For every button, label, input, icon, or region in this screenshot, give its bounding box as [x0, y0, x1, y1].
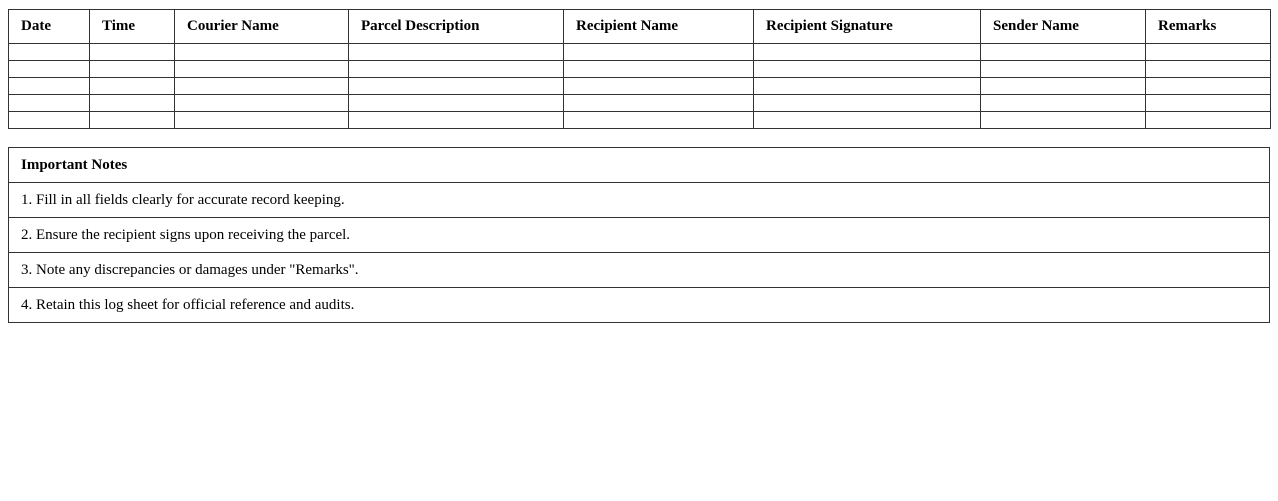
- header-row: Date Time Courier Name Parcel Description Re…: [8, 9, 1271, 44]
- empty-cell[interactable]: [348, 43, 564, 61]
- empty-cell[interactable]: [980, 60, 1146, 78]
- empty-cell[interactable]: [753, 60, 981, 78]
- empty-cell[interactable]: [1145, 60, 1271, 78]
- empty-cell[interactable]: [563, 77, 754, 95]
- empty-cell[interactable]: [174, 43, 349, 61]
- column-header-courier-name: Courier Name: [174, 9, 349, 44]
- empty-cell[interactable]: [174, 60, 349, 78]
- empty-cell[interactable]: [8, 60, 90, 78]
- empty-cell[interactable]: [8, 43, 90, 61]
- empty-cell[interactable]: [563, 60, 754, 78]
- column-header-parcel-description: Parcel Description: [348, 9, 564, 44]
- column-header-time: Time: [89, 9, 175, 44]
- note-item: 1. Fill in all fields clearly for accura…: [8, 182, 1270, 218]
- important-notes-table: Important Notes 1. Fill in all fields cl…: [8, 147, 1270, 323]
- empty-cell[interactable]: [753, 111, 981, 129]
- empty-cell[interactable]: [1145, 94, 1271, 112]
- table-row: [8, 111, 1271, 129]
- table-row: [8, 77, 1271, 95]
- empty-cell[interactable]: [753, 94, 981, 112]
- table-row: [8, 43, 1271, 61]
- table-row: [8, 94, 1271, 112]
- empty-cell[interactable]: [174, 94, 349, 112]
- column-header-remarks: Remarks: [1145, 9, 1271, 44]
- empty-cell[interactable]: [8, 94, 90, 112]
- empty-cell[interactable]: [348, 94, 564, 112]
- courier-log-table: Date Time Courier Name Parcel Description Re…: [8, 9, 1271, 129]
- empty-cell[interactable]: [89, 60, 175, 78]
- empty-cell[interactable]: [980, 43, 1146, 61]
- empty-cell[interactable]: [348, 60, 564, 78]
- empty-cell[interactable]: [89, 94, 175, 112]
- empty-cell[interactable]: [563, 111, 754, 129]
- column-header-sender-name: Sender Name: [980, 9, 1146, 44]
- empty-cell[interactable]: [753, 77, 981, 95]
- empty-cell[interactable]: [980, 111, 1146, 129]
- empty-cell[interactable]: [89, 111, 175, 129]
- column-header-recipient-name: Recipient Name: [563, 9, 754, 44]
- empty-cell[interactable]: [8, 77, 90, 95]
- empty-cell[interactable]: [563, 43, 754, 61]
- empty-cell[interactable]: [563, 94, 754, 112]
- table-row: [8, 60, 1271, 78]
- empty-cell[interactable]: [174, 111, 349, 129]
- empty-cell[interactable]: [348, 77, 564, 95]
- empty-cell[interactable]: [753, 43, 981, 61]
- empty-cell[interactable]: [980, 94, 1146, 112]
- empty-cell[interactable]: [89, 77, 175, 95]
- column-header-recipient-signature: Recipient Signature: [753, 9, 981, 44]
- empty-cell[interactable]: [1145, 77, 1271, 95]
- empty-cell[interactable]: [89, 43, 175, 61]
- column-header-date: Date: [8, 9, 90, 44]
- empty-cell[interactable]: [1145, 111, 1271, 129]
- empty-cell[interactable]: [8, 111, 90, 129]
- note-item: 3. Note any discrepancies or damages und…: [8, 252, 1270, 288]
- note-item: 2. Ensure the recipient signs upon recei…: [8, 217, 1270, 253]
- empty-cell[interactable]: [980, 77, 1146, 95]
- notes-title: Important Notes: [8, 147, 1270, 183]
- empty-cell[interactable]: [1145, 43, 1271, 61]
- empty-cell[interactable]: [174, 77, 349, 95]
- empty-cell[interactable]: [348, 111, 564, 129]
- note-item: 4. Retain this log sheet for official re…: [8, 287, 1270, 323]
